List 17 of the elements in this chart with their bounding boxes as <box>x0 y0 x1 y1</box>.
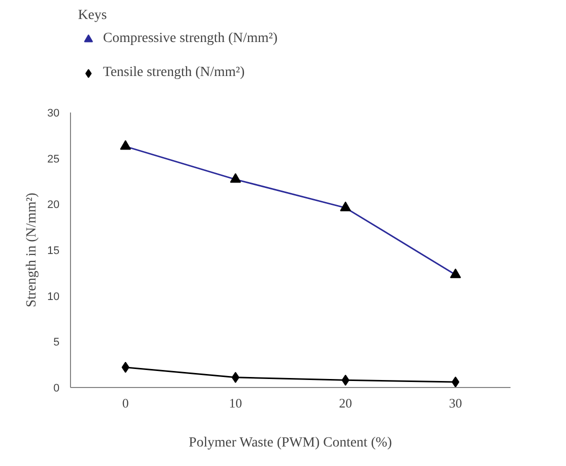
x-tick-label: 20 <box>339 396 352 410</box>
y-tick-label: 5 <box>53 336 60 349</box>
y-tick-label: 25 <box>47 153 60 166</box>
y-tick-label: 20 <box>47 199 60 212</box>
point <box>452 376 460 388</box>
y-tick-label: 10 <box>47 290 60 303</box>
y-tick-label: 30 <box>47 108 60 120</box>
x-tick-label: 30 <box>449 396 462 410</box>
x-axis-title: Polymer Waste (PWM) Content (%) <box>188 436 392 450</box>
legend-title: Keys <box>78 8 108 24</box>
legend-label: Compressive strength (N/mm²) <box>103 31 278 47</box>
x-tick-label: 10 <box>229 396 242 410</box>
legend-label: Tensile strength (N/mm²) <box>103 65 245 81</box>
y-tick-label: 15 <box>47 245 60 257</box>
y-axis-title: Strength in (N/mm²) <box>24 192 40 308</box>
y-tick-label: 0 <box>53 382 60 394</box>
x-tick-label: 0 <box>122 396 129 410</box>
